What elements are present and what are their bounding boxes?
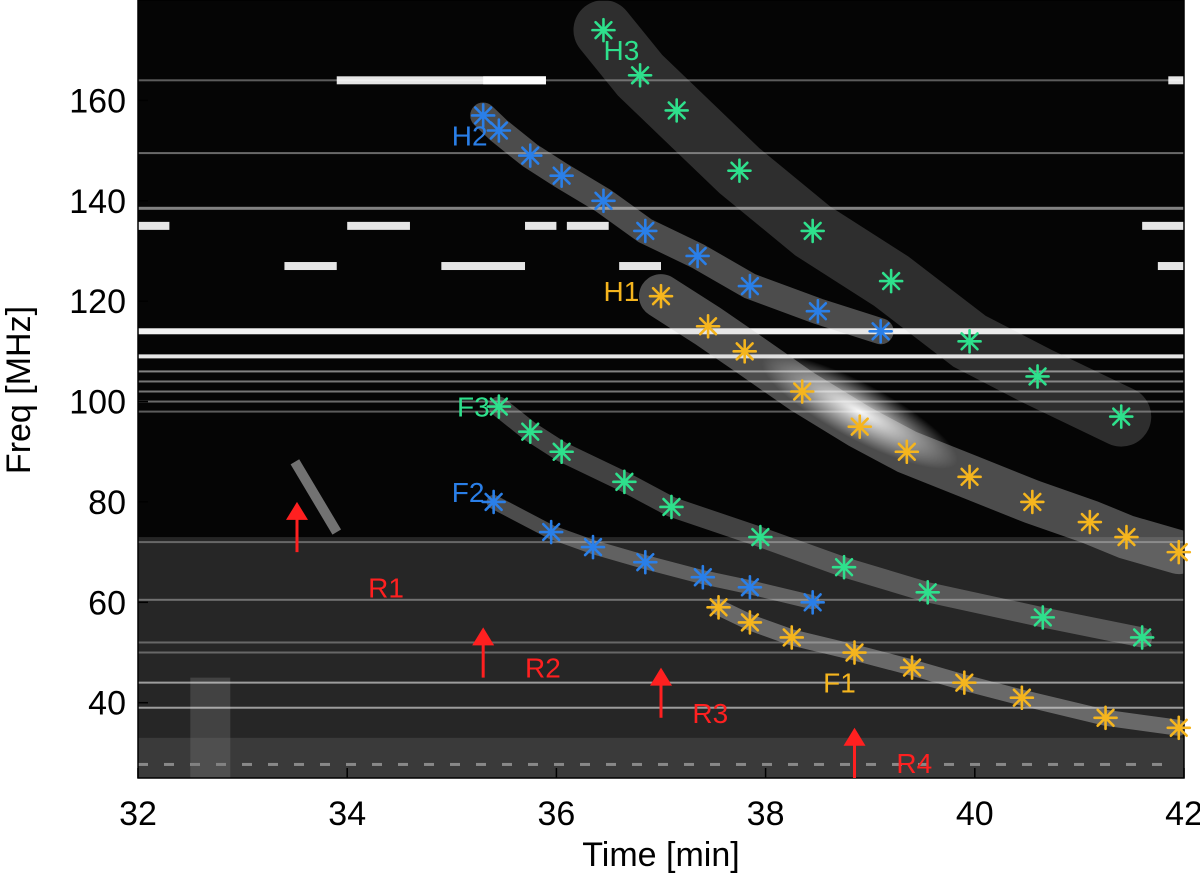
point-f3 bbox=[517, 419, 543, 444]
label-f3: F3 bbox=[457, 392, 490, 423]
point-f3 bbox=[486, 394, 512, 419]
point-h2 bbox=[868, 318, 893, 344]
data-marks bbox=[470, 17, 1192, 741]
point-f2 bbox=[800, 590, 825, 615]
point-f2 bbox=[737, 574, 763, 600]
point-f3 bbox=[831, 554, 857, 580]
y-tick-label: 80 bbox=[88, 484, 126, 522]
point-h1 bbox=[1166, 539, 1192, 565]
x-tick-label: 38 bbox=[747, 795, 785, 833]
label-h1: H1 bbox=[603, 276, 639, 307]
arrow-r1 bbox=[285, 501, 308, 553]
y-tick-label: 100 bbox=[69, 384, 126, 422]
x-tick-label: 36 bbox=[537, 795, 575, 833]
point-f3 bbox=[915, 579, 941, 605]
point-f2 bbox=[580, 534, 606, 560]
label-r1: R1 bbox=[368, 572, 404, 603]
point-h3 bbox=[957, 329, 982, 354]
point-f3 bbox=[748, 524, 773, 550]
label-r4: R4 bbox=[896, 748, 932, 779]
label-h3: H3 bbox=[603, 35, 639, 66]
plot-frame bbox=[137, 0, 1185, 779]
label-r2: R2 bbox=[525, 653, 561, 684]
x-tick-label: 42 bbox=[1165, 795, 1200, 833]
label-h2: H2 bbox=[452, 121, 488, 152]
point-f3 bbox=[1030, 605, 1056, 630]
y-tick-label: 140 bbox=[69, 183, 126, 221]
label-f2: F2 bbox=[452, 477, 485, 508]
point-f1 bbox=[899, 655, 925, 680]
y-axis-label: Freq [MHz] bbox=[0, 306, 38, 474]
point-f1 bbox=[779, 625, 805, 650]
point-h3 bbox=[1025, 364, 1050, 389]
y-tick-label: 120 bbox=[69, 283, 126, 321]
point-h3 bbox=[591, 17, 616, 43]
y-tick-label: 160 bbox=[69, 82, 126, 120]
point-h1 bbox=[648, 283, 674, 309]
point-f2 bbox=[538, 519, 564, 545]
point-f1 bbox=[1009, 685, 1035, 710]
point-h3 bbox=[800, 218, 825, 244]
point-h1 bbox=[894, 439, 920, 465]
arrow-r2 bbox=[472, 627, 495, 678]
point-h2 bbox=[633, 218, 658, 244]
point-f3 bbox=[659, 494, 684, 520]
point-f2 bbox=[690, 564, 716, 590]
arrow-r3 bbox=[650, 667, 672, 718]
point-h2 bbox=[805, 298, 831, 324]
point-h1 bbox=[957, 464, 982, 490]
point-h3 bbox=[878, 268, 904, 294]
point-f1 bbox=[952, 670, 977, 695]
arrow-r4 bbox=[843, 727, 866, 778]
point-f2 bbox=[633, 549, 658, 575]
label-f1: F1 bbox=[823, 668, 856, 699]
point-h1 bbox=[1114, 524, 1139, 550]
point-h3 bbox=[664, 98, 689, 123]
point-f2 bbox=[481, 489, 506, 515]
axes: 32 34 36 38 40 42 40 60 80 100 120 140 160 bbox=[69, 0, 1200, 833]
x-tick-label: 32 bbox=[119, 795, 157, 833]
point-h3 bbox=[627, 62, 653, 88]
point-h1 bbox=[1020, 489, 1045, 515]
point-h2 bbox=[549, 163, 574, 188]
point-f3 bbox=[1129, 625, 1155, 650]
point-h1 bbox=[1077, 509, 1103, 535]
point-f3 bbox=[612, 469, 637, 495]
point-h2 bbox=[685, 243, 710, 269]
point-h3 bbox=[1108, 404, 1134, 429]
x-tick-label: 34 bbox=[328, 795, 366, 833]
point-f1 bbox=[737, 610, 763, 635]
point-h2 bbox=[591, 188, 616, 214]
point-h2 bbox=[737, 273, 763, 299]
point-h2 bbox=[486, 118, 512, 143]
point-h2 bbox=[517, 143, 543, 168]
point-h1 bbox=[732, 339, 757, 364]
point-f1 bbox=[1093, 705, 1118, 731]
label-r3: R3 bbox=[692, 698, 728, 729]
y-tick-label: 60 bbox=[88, 584, 126, 622]
point-h1 bbox=[789, 379, 815, 404]
point-f3 bbox=[549, 439, 574, 465]
annotations: H3 H2 H1 F3 F2 F1 R1 R2 R3 R4 bbox=[285, 35, 932, 779]
point-f1 bbox=[1166, 715, 1192, 741]
y-tick-label: 40 bbox=[88, 685, 126, 723]
x-axis-label: Time [min] bbox=[582, 836, 739, 874]
point-h3 bbox=[727, 158, 752, 183]
point-f1 bbox=[842, 640, 867, 665]
point-f1 bbox=[706, 595, 731, 620]
x-tick-label: 40 bbox=[956, 795, 994, 833]
point-h1 bbox=[847, 414, 873, 439]
point-h1 bbox=[695, 313, 721, 339]
point-h2 bbox=[470, 103, 496, 128]
